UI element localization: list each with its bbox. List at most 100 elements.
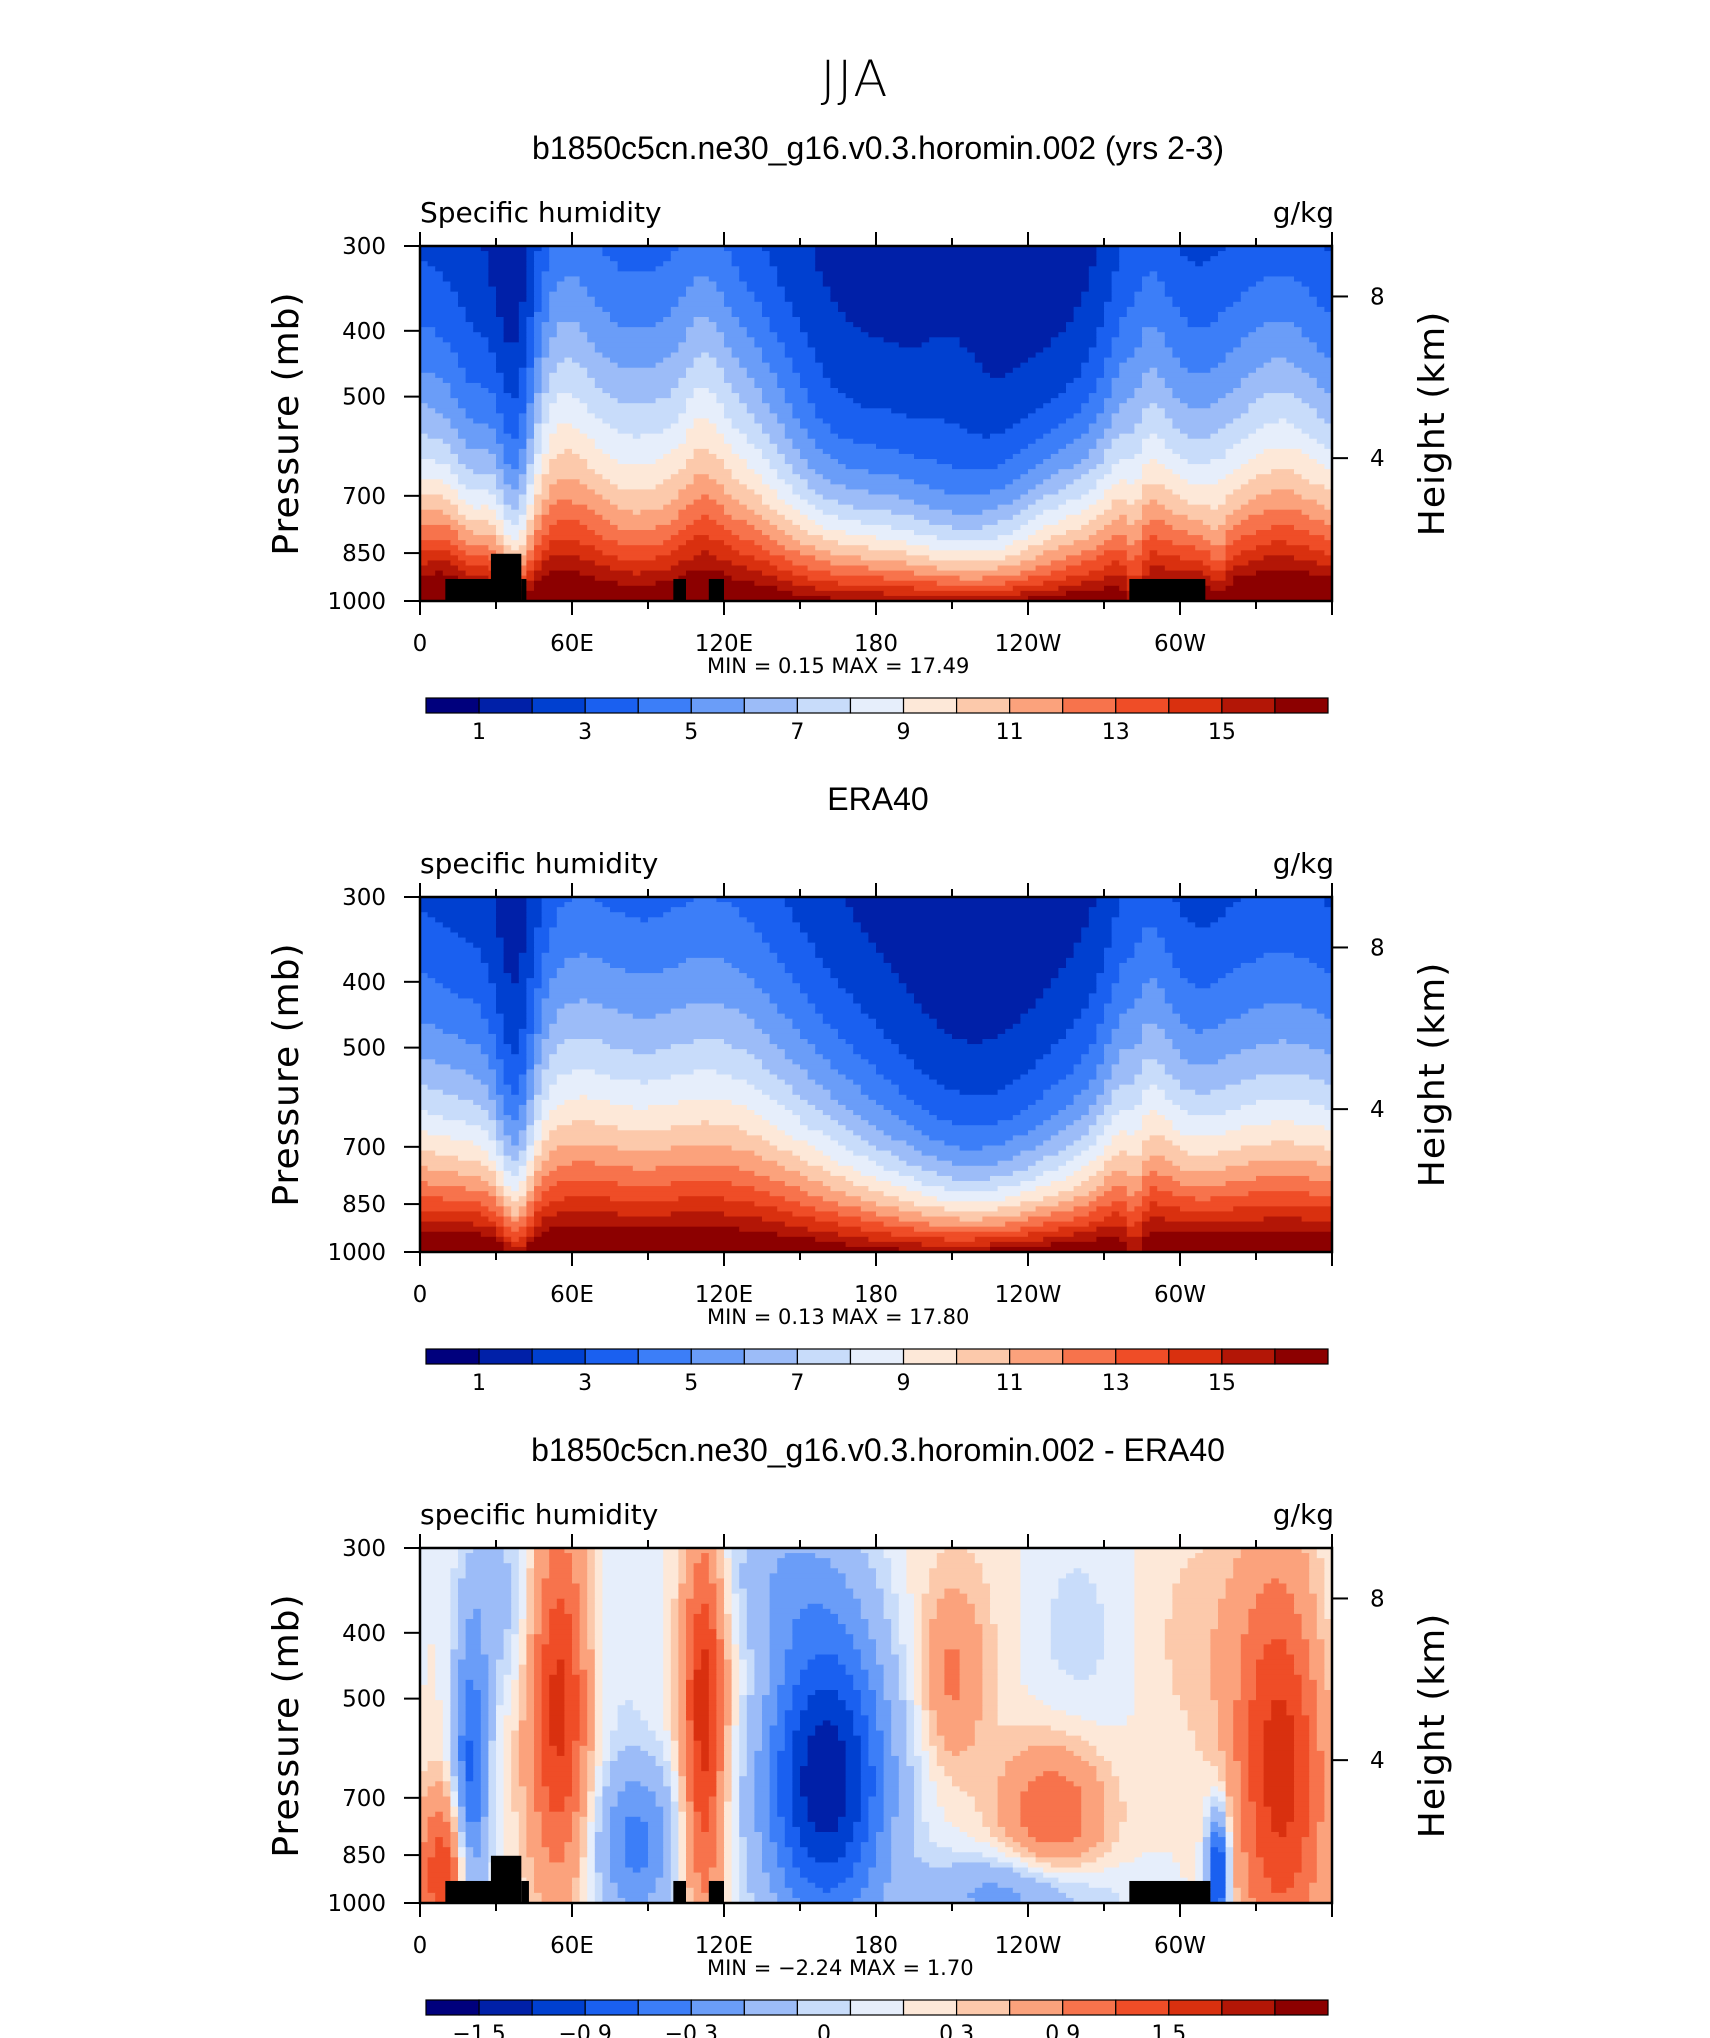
x-tick-label: 60E bbox=[550, 1933, 594, 1959]
x-tick-label: 60W bbox=[1154, 631, 1206, 657]
y-tick-label: 500 bbox=[342, 1687, 386, 1713]
min-max-label: MIN = 0.13 MAX = 17.80 bbox=[707, 1305, 969, 1329]
colorbar-swatch bbox=[1221, 1999, 1276, 2016]
colorbar-swatch bbox=[743, 1348, 799, 1365]
x-tick-label: 120W bbox=[995, 1933, 1062, 1959]
terrain-mask bbox=[445, 578, 496, 601]
colorbar-swatch bbox=[531, 697, 586, 714]
y-tick-label: 500 bbox=[342, 385, 386, 411]
colorbar-swatch bbox=[1274, 697, 1329, 714]
colorbar-swatch bbox=[902, 697, 958, 714]
colorbar-swatch bbox=[1062, 697, 1117, 714]
colorbar-tick-label: 1 bbox=[472, 720, 486, 745]
min-max-label: MIN = 0.15 MAX = 17.49 bbox=[707, 654, 969, 678]
colorbar-swatch bbox=[902, 1999, 958, 2016]
colorbar-swatch bbox=[1115, 697, 1170, 714]
y-axis-label-right: Height (km) bbox=[1412, 311, 1453, 536]
variable-label: specific humidity bbox=[420, 847, 658, 880]
height-tick-label: 4 bbox=[1370, 446, 1385, 472]
units-label: g/kg bbox=[1273, 1498, 1334, 1531]
colorbar-tick-label: 5 bbox=[684, 720, 698, 745]
colorbar-swatch bbox=[743, 1999, 799, 2016]
y-tick-label: 700 bbox=[342, 484, 386, 510]
terrain-mask bbox=[1129, 1880, 1211, 1903]
x-tick-label: 180 bbox=[854, 1933, 898, 1959]
y-tick-label: 1000 bbox=[327, 1240, 386, 1266]
x-tick-label: 120E bbox=[695, 631, 753, 657]
colorbar-swatch bbox=[1221, 697, 1276, 714]
colorbar-swatch bbox=[796, 1348, 852, 1365]
colorbar-swatch bbox=[1009, 1348, 1064, 1365]
colorbar-swatch bbox=[955, 1999, 1011, 2016]
colorbar-tick-label: 11 bbox=[996, 720, 1024, 745]
colorbar-tick-label: 9 bbox=[897, 1371, 911, 1396]
colorbar-tick-label: 15 bbox=[1208, 720, 1236, 745]
panel-title: b1850c5cn.ne30_g16.v0.3.horomin.002 - ER… bbox=[531, 1432, 1225, 1468]
colorbar: −1.5 −0.9 −0.3 0 0.3 0.9 1.5 bbox=[425, 1999, 1329, 2038]
x-tick-label: 180 bbox=[854, 1282, 898, 1308]
y-axis-label-right: Height (km) bbox=[1412, 1613, 1453, 1838]
y-tick-label: 1000 bbox=[327, 1891, 386, 1917]
colorbar-swatch bbox=[1168, 1348, 1223, 1365]
colorbar-swatch bbox=[425, 1348, 480, 1365]
contour-field bbox=[420, 246, 1333, 602]
y-tick-label: 850 bbox=[342, 541, 386, 567]
colorbar-swatch bbox=[849, 697, 905, 714]
colorbar-swatch bbox=[637, 1999, 692, 2016]
panel-1: b1850c5cn.ne30_g16.v0.3.horomin.002 (yrs… bbox=[266, 130, 1453, 745]
x-tick-label: 0 bbox=[413, 631, 428, 657]
figure-title: JJA bbox=[821, 50, 890, 108]
colorbar-tick-label: 7 bbox=[790, 1371, 804, 1396]
variable-label: specific humidity bbox=[420, 1498, 658, 1531]
colorbar-swatch bbox=[531, 1999, 586, 2016]
colorbar-swatch bbox=[478, 1348, 533, 1365]
colorbar-swatch bbox=[425, 1999, 480, 2016]
colorbar-swatch bbox=[1062, 1348, 1117, 1365]
colorbar-tick-label: 1.5 bbox=[1151, 2022, 1186, 2038]
terrain-mask bbox=[673, 578, 686, 601]
y-axis-label-right: Height (km) bbox=[1412, 962, 1453, 1187]
colorbar-swatch bbox=[584, 697, 639, 714]
colorbar-tick-label: 13 bbox=[1102, 1371, 1130, 1396]
height-tick-label: 8 bbox=[1370, 935, 1385, 961]
colorbar-swatch bbox=[690, 1348, 745, 1365]
terrain-mask bbox=[521, 578, 527, 601]
terrain-mask bbox=[1129, 578, 1206, 601]
colorbar-tick-label: −1.5 bbox=[452, 2022, 505, 2038]
height-tick-label: 4 bbox=[1370, 1097, 1385, 1123]
colorbar-tick-label: 15 bbox=[1208, 1371, 1236, 1396]
x-tick-label: 60W bbox=[1154, 1933, 1206, 1959]
colorbar-swatch bbox=[849, 1999, 905, 2016]
colorbar-swatch bbox=[1115, 1999, 1170, 2016]
x-tick-label: 120E bbox=[695, 1282, 753, 1308]
colorbar-swatch bbox=[1168, 1999, 1223, 2016]
x-tick-label: 120W bbox=[995, 631, 1062, 657]
colorbar-swatch bbox=[955, 1348, 1011, 1365]
colorbar-swatch bbox=[637, 697, 692, 714]
terrain-mask bbox=[708, 1880, 724, 1903]
height-tick-label: 8 bbox=[1370, 284, 1385, 310]
colorbar-tick-label: 13 bbox=[1102, 720, 1130, 745]
y-axis-label: Pressure (mb) bbox=[266, 1593, 307, 1857]
x-tick-label: 120E bbox=[695, 1933, 753, 1959]
colorbar-swatch bbox=[796, 697, 852, 714]
terrain-mask bbox=[490, 553, 522, 601]
colorbar-swatch bbox=[1009, 697, 1064, 714]
x-tick-label: 0 bbox=[413, 1282, 428, 1308]
colorbar-swatch bbox=[743, 697, 799, 714]
terrain-mask bbox=[673, 1880, 686, 1903]
colorbar-swatch bbox=[584, 1348, 639, 1365]
colorbar-swatch bbox=[1274, 1999, 1329, 2016]
colorbar-swatch bbox=[1168, 697, 1223, 714]
colorbar-swatch bbox=[796, 1999, 852, 2016]
colorbar-tick-label: −0.3 bbox=[665, 2022, 718, 2038]
y-tick-label: 400 bbox=[342, 970, 386, 996]
colorbar-swatch bbox=[1009, 1999, 1064, 2016]
colorbar-swatch bbox=[849, 1348, 905, 1365]
x-tick-label: 60W bbox=[1154, 1282, 1206, 1308]
min-max-label: MIN = −2.24 MAX = 1.70 bbox=[707, 1956, 974, 1980]
colorbar-tick-label: 3 bbox=[578, 720, 592, 745]
y-tick-label: 400 bbox=[342, 1621, 386, 1647]
colorbar-swatch bbox=[690, 1999, 745, 2016]
